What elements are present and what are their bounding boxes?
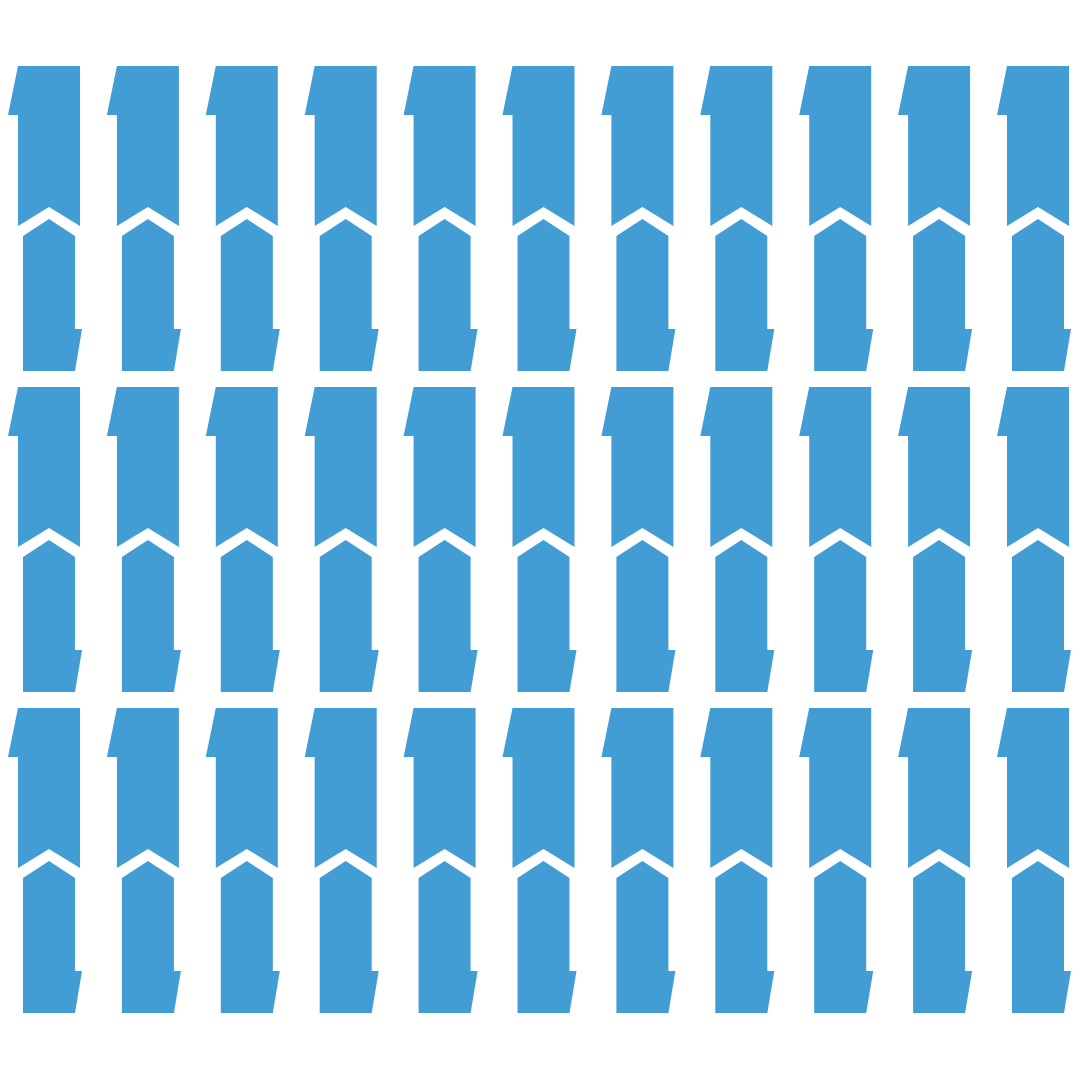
ribbon-tile (106, 387, 181, 692)
ribbon-tile (997, 66, 1071, 371)
ribbon-tile (700, 708, 775, 1013)
ribbon-tile (304, 708, 379, 1013)
ribbon-tile (502, 387, 577, 692)
ribbon-tile (8, 66, 82, 371)
ribbon-tile (700, 66, 775, 371)
ribbon-tile (502, 66, 577, 371)
ribbon-tile (403, 708, 478, 1013)
ribbon-tile (898, 708, 973, 1013)
ribbon-tile (8, 387, 82, 692)
ribbon-tile (403, 387, 478, 692)
ribbon-tile (106, 66, 181, 371)
ribbon-tile (601, 387, 676, 692)
ribbon-tile (502, 708, 577, 1013)
ribbon-tile (304, 66, 379, 371)
ribbon-tile (601, 708, 676, 1013)
ribbon-tile (700, 387, 775, 692)
ribbon-tile (799, 66, 874, 371)
ribbon-tile (304, 387, 379, 692)
ribbon-tile (106, 708, 181, 1013)
ribbon-tile (997, 387, 1071, 692)
ribbon-tile (997, 708, 1071, 1013)
ribbon-tile (898, 387, 973, 692)
ribbon-tile (8, 708, 82, 1013)
ribbon-tile (205, 66, 280, 371)
ribbon-tile (601, 66, 676, 371)
ribbon-tile (799, 708, 874, 1013)
ribbon-tile (898, 66, 973, 371)
ribbon-tile (403, 66, 478, 371)
ribbon-tile (205, 387, 280, 692)
ribbon-tile (799, 387, 874, 692)
ribbon-tile (205, 708, 280, 1013)
